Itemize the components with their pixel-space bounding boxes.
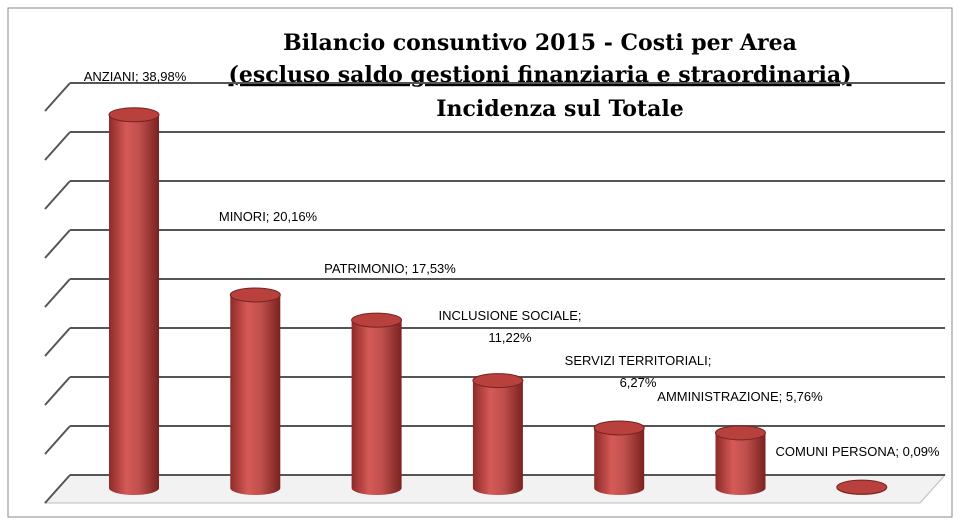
- bar: [836, 479, 888, 495]
- data-label: INCLUSIONE SOCIALE; 11,22%: [438, 308, 582, 345]
- grid-line: [44, 376, 71, 406]
- bar: [351, 312, 403, 495]
- data-label: ANZIANI; 38,98%: [83, 69, 187, 84]
- chart-title: Incidenza sul Totale: [436, 96, 684, 122]
- data-label: SERVIZI TERRITORIALI; 6,27%: [564, 353, 712, 390]
- grid-line: [44, 474, 71, 504]
- bar-part: [351, 312, 403, 328]
- data-label: AMMINISTRAZIONE; 5,76%: [657, 389, 823, 404]
- bar-part: [230, 294, 281, 495]
- data-label: COMUNI PERSONA; 0,09%: [775, 444, 940, 459]
- grid-line: [44, 327, 71, 357]
- grid-line: [44, 131, 71, 161]
- bar-part: [472, 373, 524, 389]
- bar-part: [836, 479, 888, 495]
- grid-line: [44, 82, 71, 112]
- chart-title: (escluso saldo gestioni finanziaria e st…: [228, 62, 851, 88]
- chart-border: [7, 7, 953, 518]
- bar-part: [594, 427, 645, 495]
- bar: [108, 107, 160, 495]
- grid-line: [44, 180, 71, 210]
- bar-part: [109, 114, 159, 495]
- bar: [593, 420, 645, 495]
- bar-part: [351, 320, 402, 495]
- chart-title: Bilancio consuntivo 2015 - Costi per Are…: [283, 30, 797, 56]
- bar-part: [593, 420, 645, 436]
- bar: [229, 287, 281, 495]
- bar-part: [472, 380, 523, 496]
- grid-line: [44, 278, 71, 308]
- bar-part: [715, 432, 766, 495]
- bar: [715, 425, 766, 495]
- bar-part: [108, 107, 160, 123]
- data-label: PATRIMONIO; 17,53%: [324, 261, 456, 276]
- bar: [472, 373, 524, 496]
- bar-part: [715, 425, 766, 441]
- bar-part: [229, 287, 281, 303]
- grid-line: [44, 229, 71, 259]
- grid-line: [44, 425, 71, 455]
- data-label: MINORI; 20,16%: [218, 209, 318, 224]
